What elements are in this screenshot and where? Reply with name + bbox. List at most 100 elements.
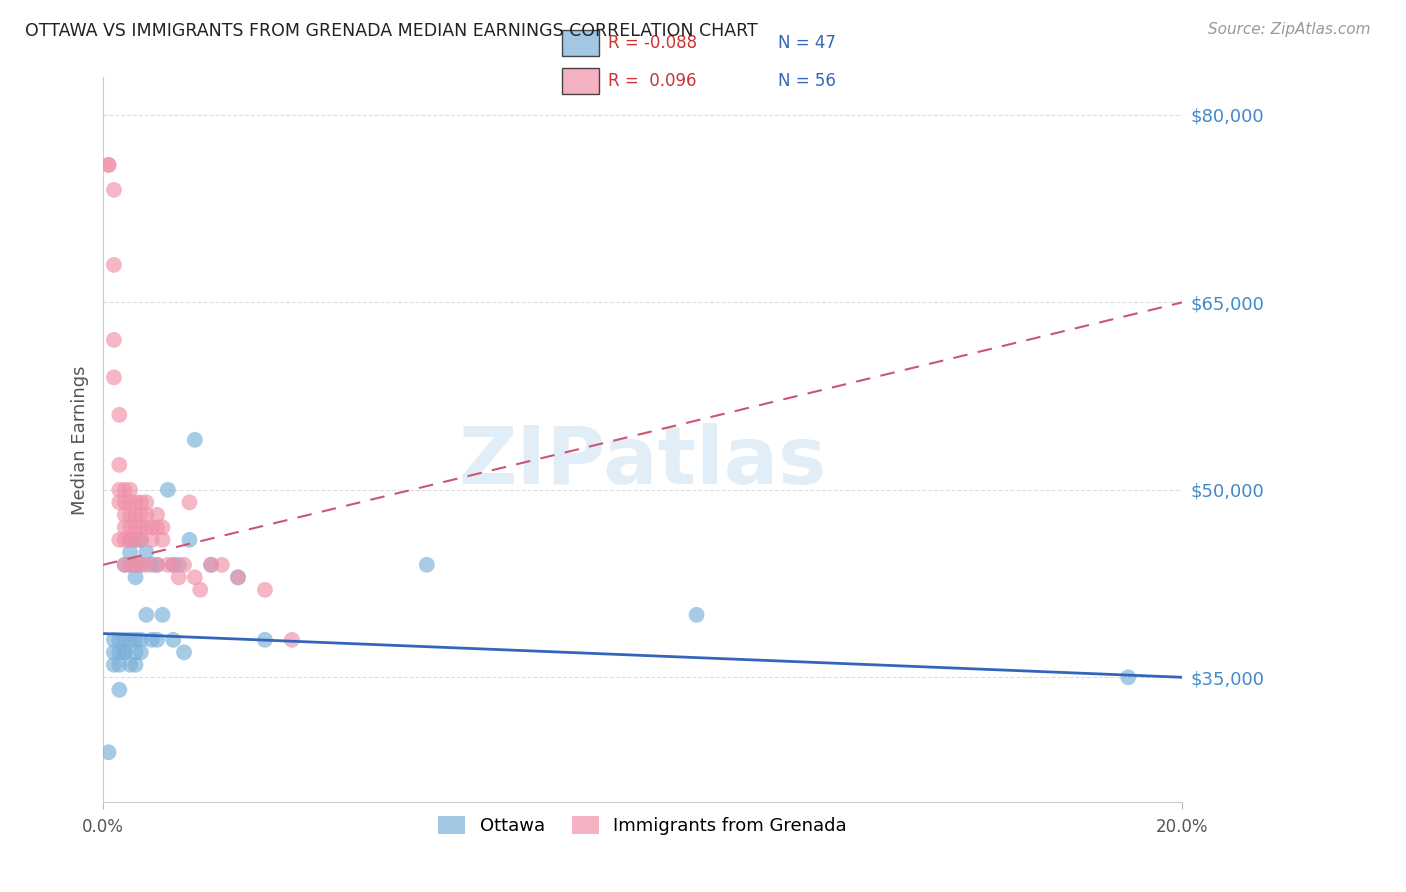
Point bbox=[146, 558, 169, 572]
Point bbox=[179, 495, 201, 509]
Text: N = 47: N = 47 bbox=[778, 34, 837, 52]
Text: ZIPatlas: ZIPatlas bbox=[458, 423, 827, 500]
Point bbox=[129, 645, 152, 659]
Point bbox=[120, 483, 142, 497]
Point bbox=[103, 333, 125, 347]
Point bbox=[114, 645, 136, 659]
Point bbox=[167, 570, 190, 584]
Point bbox=[103, 258, 125, 272]
Point bbox=[1116, 670, 1139, 684]
Point bbox=[129, 533, 152, 547]
Point bbox=[253, 632, 276, 647]
Point bbox=[124, 533, 146, 547]
Point bbox=[120, 657, 142, 672]
Point bbox=[141, 558, 163, 572]
Point bbox=[124, 520, 146, 534]
Point bbox=[124, 570, 146, 584]
Point bbox=[129, 533, 152, 547]
Point bbox=[416, 558, 439, 572]
Point bbox=[114, 495, 136, 509]
Point bbox=[146, 558, 169, 572]
Point bbox=[135, 558, 157, 572]
Point bbox=[120, 632, 142, 647]
Point bbox=[129, 520, 152, 534]
Point bbox=[114, 508, 136, 522]
Point bbox=[152, 607, 174, 622]
Point bbox=[129, 632, 152, 647]
Point bbox=[114, 632, 136, 647]
Point bbox=[124, 495, 146, 509]
Point bbox=[124, 632, 146, 647]
Point bbox=[108, 645, 131, 659]
Text: R =  0.096: R = 0.096 bbox=[607, 71, 696, 90]
Point bbox=[120, 558, 142, 572]
Point bbox=[108, 483, 131, 497]
Point bbox=[173, 558, 195, 572]
Text: N = 56: N = 56 bbox=[778, 71, 837, 90]
Point bbox=[135, 508, 157, 522]
Point bbox=[124, 558, 146, 572]
Point bbox=[162, 558, 184, 572]
FancyBboxPatch shape bbox=[561, 68, 599, 95]
Point bbox=[114, 558, 136, 572]
Point bbox=[120, 545, 142, 559]
Point bbox=[114, 533, 136, 547]
Text: R = -0.088: R = -0.088 bbox=[607, 34, 697, 52]
Point bbox=[226, 570, 249, 584]
Legend: Ottawa, Immigrants from Grenada: Ottawa, Immigrants from Grenada bbox=[429, 806, 856, 844]
Point bbox=[200, 558, 222, 572]
Point bbox=[108, 657, 131, 672]
Point bbox=[135, 495, 157, 509]
Point bbox=[135, 607, 157, 622]
Point bbox=[188, 582, 211, 597]
Point bbox=[253, 582, 276, 597]
Text: OTTAWA VS IMMIGRANTS FROM GRENADA MEDIAN EARNINGS CORRELATION CHART: OTTAWA VS IMMIGRANTS FROM GRENADA MEDIAN… bbox=[25, 22, 758, 40]
Point bbox=[162, 632, 184, 647]
Point bbox=[120, 520, 142, 534]
Point bbox=[103, 632, 125, 647]
Point bbox=[146, 632, 169, 647]
Point bbox=[146, 520, 169, 534]
Point bbox=[114, 483, 136, 497]
Point bbox=[108, 533, 131, 547]
Point bbox=[226, 570, 249, 584]
Point bbox=[179, 533, 201, 547]
Point bbox=[152, 533, 174, 547]
Point bbox=[120, 533, 142, 547]
Point bbox=[124, 558, 146, 572]
Point bbox=[141, 533, 163, 547]
Point bbox=[124, 657, 146, 672]
Point bbox=[120, 558, 142, 572]
Point bbox=[124, 533, 146, 547]
Point bbox=[184, 433, 207, 447]
Text: Source: ZipAtlas.com: Source: ZipAtlas.com bbox=[1208, 22, 1371, 37]
Point bbox=[108, 458, 131, 472]
Point bbox=[108, 408, 131, 422]
Point bbox=[167, 558, 190, 572]
Point bbox=[141, 632, 163, 647]
Y-axis label: Median Earnings: Median Earnings bbox=[72, 365, 89, 515]
Point bbox=[114, 558, 136, 572]
Point bbox=[103, 657, 125, 672]
Point bbox=[129, 558, 152, 572]
Point bbox=[120, 533, 142, 547]
Point bbox=[97, 745, 120, 759]
Point bbox=[685, 607, 707, 622]
Point bbox=[152, 520, 174, 534]
Point bbox=[211, 558, 233, 572]
Point bbox=[162, 558, 184, 572]
Point bbox=[135, 545, 157, 559]
Point bbox=[184, 570, 207, 584]
Point bbox=[141, 520, 163, 534]
Point bbox=[103, 645, 125, 659]
FancyBboxPatch shape bbox=[561, 30, 599, 56]
Point bbox=[108, 632, 131, 647]
Point bbox=[120, 508, 142, 522]
Point bbox=[103, 183, 125, 197]
Point bbox=[103, 370, 125, 384]
Point bbox=[124, 508, 146, 522]
Point bbox=[114, 520, 136, 534]
Point bbox=[124, 645, 146, 659]
Point bbox=[129, 558, 152, 572]
Point bbox=[200, 558, 222, 572]
